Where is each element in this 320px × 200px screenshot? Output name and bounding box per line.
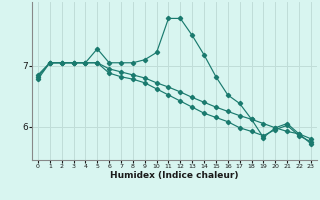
X-axis label: Humidex (Indice chaleur): Humidex (Indice chaleur) <box>110 171 239 180</box>
